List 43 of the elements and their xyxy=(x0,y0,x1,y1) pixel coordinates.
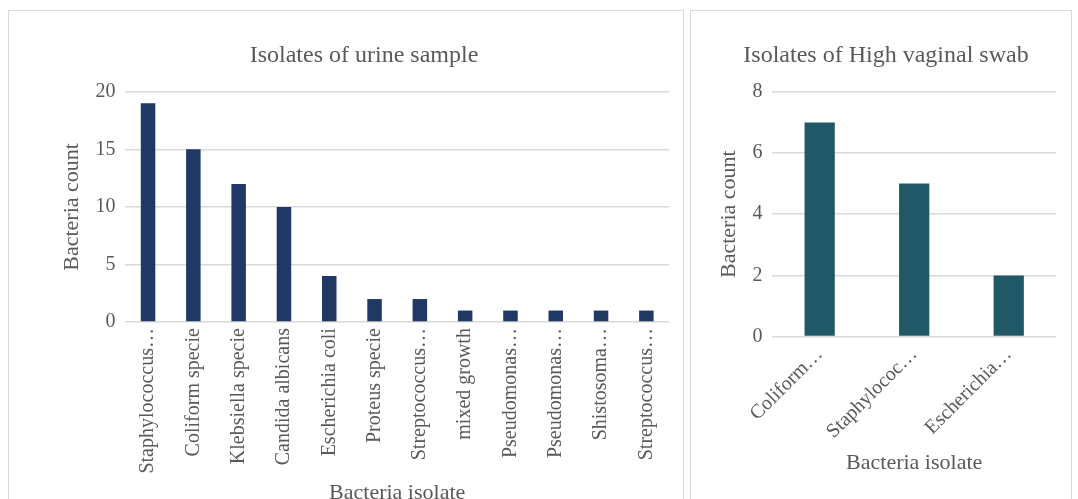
x-tick-label: Streptococcus… xyxy=(407,328,431,461)
x-tick-label: Coliform specie xyxy=(180,327,204,457)
bar xyxy=(276,206,292,322)
bar xyxy=(993,275,1024,336)
y-tick-label: 20 xyxy=(95,79,116,102)
x-axis-title: Bacteria isolate xyxy=(329,478,466,499)
y-tick-label: 0 xyxy=(752,323,763,346)
x-axis-title: Bacteria isolate xyxy=(846,448,983,474)
y-axis-title: Bacteria count xyxy=(57,143,83,271)
chart-title: Isolates of High vaginal swab xyxy=(743,40,1029,67)
x-tick-label: Proteus specie xyxy=(361,327,385,444)
x-tick-label: mixed growth xyxy=(452,328,476,440)
bar xyxy=(412,299,428,322)
x-tick-label: Streptococcus… xyxy=(633,328,657,461)
bar xyxy=(231,183,246,322)
y-tick-label: 0 xyxy=(105,309,116,332)
x-tick-label: Staphylococcus… xyxy=(135,328,159,474)
y-tick-label: 10 xyxy=(95,194,116,217)
x-tick-label: Klebsiella specie xyxy=(225,327,249,465)
bar xyxy=(899,183,930,336)
x-tick-label: Candida albicans xyxy=(271,327,294,466)
bar xyxy=(322,276,337,322)
bar xyxy=(593,310,609,322)
bar xyxy=(804,122,835,336)
bar xyxy=(639,310,654,322)
y-tick-label: 4 xyxy=(752,201,763,224)
bar xyxy=(140,103,156,322)
x-tick-label: Pseudomonas… xyxy=(543,328,565,459)
bar xyxy=(457,310,473,322)
y-tick-label: 2 xyxy=(752,262,763,285)
x-tick-label: Shistosoma… xyxy=(588,328,611,441)
y-tick-label: 6 xyxy=(752,140,763,163)
bar xyxy=(186,149,201,322)
y-tick-label: 15 xyxy=(95,136,116,159)
y-axis-title: Bacteria count xyxy=(714,150,740,279)
bar xyxy=(367,299,382,322)
bar xyxy=(503,310,518,322)
x-tick-label: Pseudomonas… xyxy=(497,328,520,459)
x-tick-label: Escherichia coli xyxy=(316,327,339,457)
bar xyxy=(548,310,563,322)
y-tick-label: 5 xyxy=(105,251,116,274)
y-tick-label: 8 xyxy=(752,79,763,102)
chart-title: Isolates of urine sample xyxy=(249,40,479,67)
